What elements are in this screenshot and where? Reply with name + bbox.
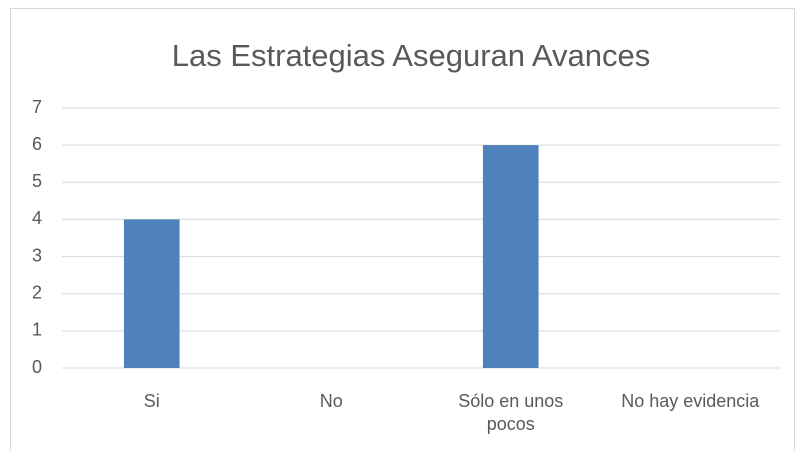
y-tick-label: 1 (32, 320, 42, 340)
y-tick-label: 2 (32, 282, 42, 302)
y-tick-label: 3 (32, 245, 42, 265)
x-tick-label: No hay evidencia (621, 391, 760, 411)
x-tick-label: Si (143, 391, 160, 411)
bar (482, 145, 539, 368)
x-tick-label: No (319, 391, 343, 411)
chart-title: Las Estrategias Aseguran Avances (172, 38, 651, 73)
x-tick-label: Sólo en unos pocos (458, 391, 564, 434)
bar (123, 219, 180, 368)
y-tick-label: 0 (32, 357, 42, 377)
y-tick-label: 7 (32, 97, 42, 117)
y-tick-label: 5 (32, 171, 42, 191)
y-tick-label: 6 (32, 134, 42, 154)
y-tick-label: 4 (32, 208, 42, 228)
